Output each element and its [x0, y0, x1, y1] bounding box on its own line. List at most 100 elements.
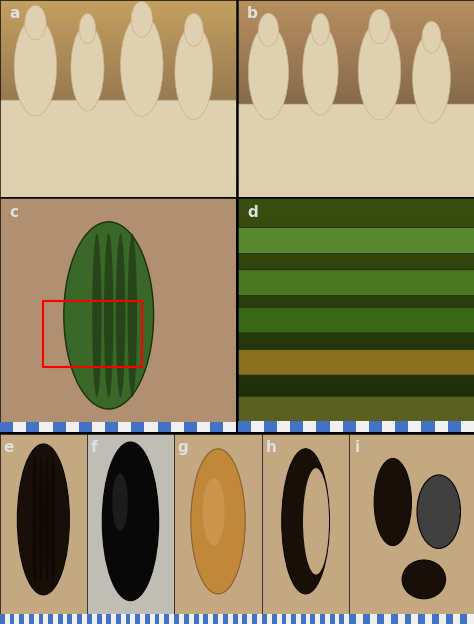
Ellipse shape [191, 449, 245, 594]
Ellipse shape [358, 22, 401, 120]
Text: a: a [9, 6, 20, 21]
Bar [171, 422, 184, 432]
Bar [197, 422, 210, 432]
Bar [303, 421, 317, 432]
Ellipse shape [25, 6, 46, 40]
Bar [325, 614, 330, 624]
Ellipse shape [38, 457, 44, 582]
Bar [184, 614, 189, 624]
Text: b: b [247, 6, 258, 21]
Text: d: d [247, 205, 258, 220]
Bar [356, 614, 363, 624]
Bar [251, 421, 264, 432]
Bar [145, 422, 157, 432]
Ellipse shape [116, 233, 125, 397]
Bar [67, 614, 72, 624]
Bar [48, 614, 53, 624]
Bar [223, 614, 228, 624]
Bar [391, 614, 398, 624]
Bar [130, 614, 135, 624]
Bar [121, 614, 126, 624]
FancyBboxPatch shape [237, 349, 474, 375]
Ellipse shape [14, 17, 57, 116]
Bar [164, 614, 169, 624]
Bar [435, 421, 448, 432]
Bar [395, 421, 409, 432]
Bar [0, 614, 5, 624]
Bar [155, 614, 159, 624]
Bar [179, 614, 184, 624]
Bar [19, 614, 24, 624]
Bar [247, 614, 252, 624]
Ellipse shape [303, 25, 338, 115]
Bar [87, 614, 92, 624]
Bar [203, 614, 208, 624]
Bar [169, 614, 174, 624]
Bar [53, 422, 65, 432]
Bar [466, 614, 474, 624]
Bar [233, 614, 237, 624]
Bar [26, 422, 39, 432]
Bar [310, 614, 315, 624]
Bar [145, 614, 150, 624]
Bar [63, 614, 67, 624]
Bar [277, 614, 282, 624]
Bar [315, 614, 320, 624]
Ellipse shape [71, 24, 104, 111]
Ellipse shape [18, 444, 69, 595]
Bar [157, 422, 171, 432]
Bar [349, 614, 356, 624]
Ellipse shape [203, 478, 225, 545]
Bar [77, 614, 82, 624]
Bar [213, 614, 218, 624]
Bar [282, 614, 286, 624]
Bar [43, 301, 142, 367]
Bar [306, 614, 310, 624]
Bar [425, 614, 432, 624]
Ellipse shape [102, 442, 159, 601]
Text: c: c [9, 205, 18, 220]
Ellipse shape [184, 13, 203, 46]
Bar [242, 614, 247, 624]
Bar [262, 614, 267, 624]
Bar [44, 614, 48, 624]
Bar [329, 421, 343, 432]
Bar [370, 614, 377, 624]
Bar [320, 614, 325, 624]
Bar [432, 614, 439, 624]
Bar [101, 614, 106, 624]
Ellipse shape [44, 457, 49, 582]
Bar [194, 614, 199, 624]
Bar [218, 614, 223, 624]
Bar [411, 614, 419, 624]
Bar [446, 614, 453, 624]
Ellipse shape [128, 233, 137, 397]
Bar [97, 614, 101, 624]
Bar [301, 614, 306, 624]
Ellipse shape [248, 25, 289, 120]
Text: e: e [3, 440, 14, 455]
Bar [118, 422, 131, 432]
Text: f: f [91, 440, 97, 455]
Bar [210, 422, 223, 432]
FancyBboxPatch shape [237, 307, 474, 333]
Bar [453, 614, 460, 624]
Bar [290, 421, 303, 432]
Bar [296, 614, 301, 624]
Bar [53, 614, 58, 624]
Bar [65, 422, 79, 432]
Ellipse shape [112, 473, 128, 531]
Bar [174, 614, 179, 624]
Ellipse shape [120, 14, 163, 116]
Bar [228, 614, 233, 624]
Bar [72, 614, 77, 624]
FancyBboxPatch shape [0, 100, 238, 198]
Ellipse shape [50, 457, 55, 582]
Bar [369, 421, 382, 432]
Ellipse shape [92, 233, 101, 397]
Bar [39, 422, 53, 432]
Bar [159, 614, 164, 624]
Bar [330, 614, 335, 624]
Bar [363, 614, 370, 624]
Bar [448, 421, 461, 432]
